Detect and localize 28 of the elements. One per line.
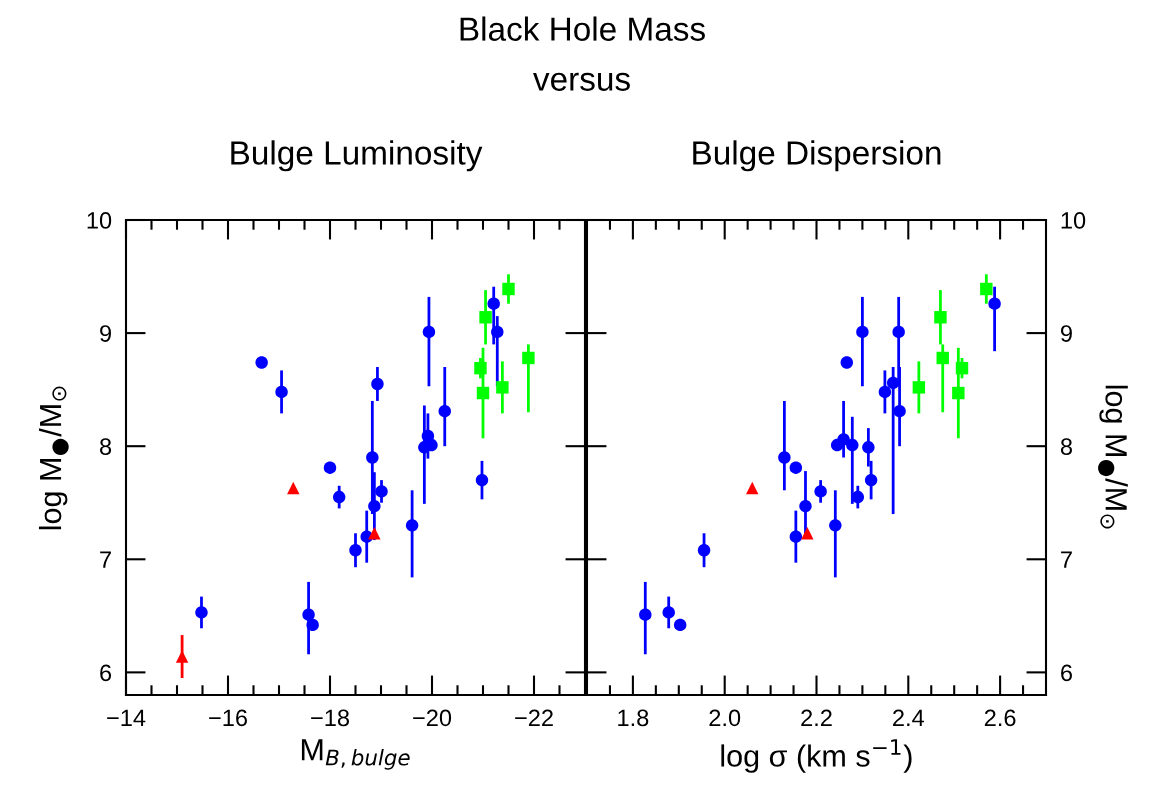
text: versus [533, 72, 630, 91]
x-tick-label: 2.6 [984, 709, 1016, 727]
y-axis-title: log M$_{●}$/M$_{⊙}$ [38, 386, 69, 530]
x-tick-label: 2.4 [893, 709, 925, 726]
y-tick-label: 8 [100, 438, 112, 455]
x-tick-label: 2.2 [801, 709, 832, 726]
x-tick-label: 1.8 [618, 709, 649, 727]
y2-tick-label: 6 [1061, 664, 1072, 682]
x-axis-title: log σ (km s$^{−1}$) [721, 739, 912, 773]
chart-title: Bulge Dispersion [693, 140, 941, 172]
y2-tick-label: 10 [1061, 212, 1086, 229]
text: Black Hole Mass [460, 16, 705, 41]
chart-title: Bulge Luminosity [231, 140, 483, 172]
x-tick-label: −16 [209, 709, 247, 727]
x-axis-title: M$_{B,bulge}$ [301, 739, 410, 770]
x-tick-label: −22 [515, 709, 553, 726]
y2-tick-label: 8 [1060, 438, 1072, 455]
x-tick-label: −18 [311, 709, 349, 727]
y2-tick-label: 9 [1061, 325, 1072, 342]
x-tick-label: −20 [413, 709, 452, 727]
y2-tick-label: 7 [1061, 551, 1072, 568]
x-tick-label: 2.0 [709, 709, 741, 727]
x-tick-label: −14 [107, 709, 146, 726]
y-tick-label: 9 [100, 325, 111, 342]
y-tick-label: 10 [87, 212, 112, 229]
y-tick-label: 7 [100, 551, 111, 568]
y2-axis-title: log M$_{●}$/M$_{⊙}$ [1098, 385, 1128, 529]
y-tick-label: 6 [100, 664, 112, 682]
